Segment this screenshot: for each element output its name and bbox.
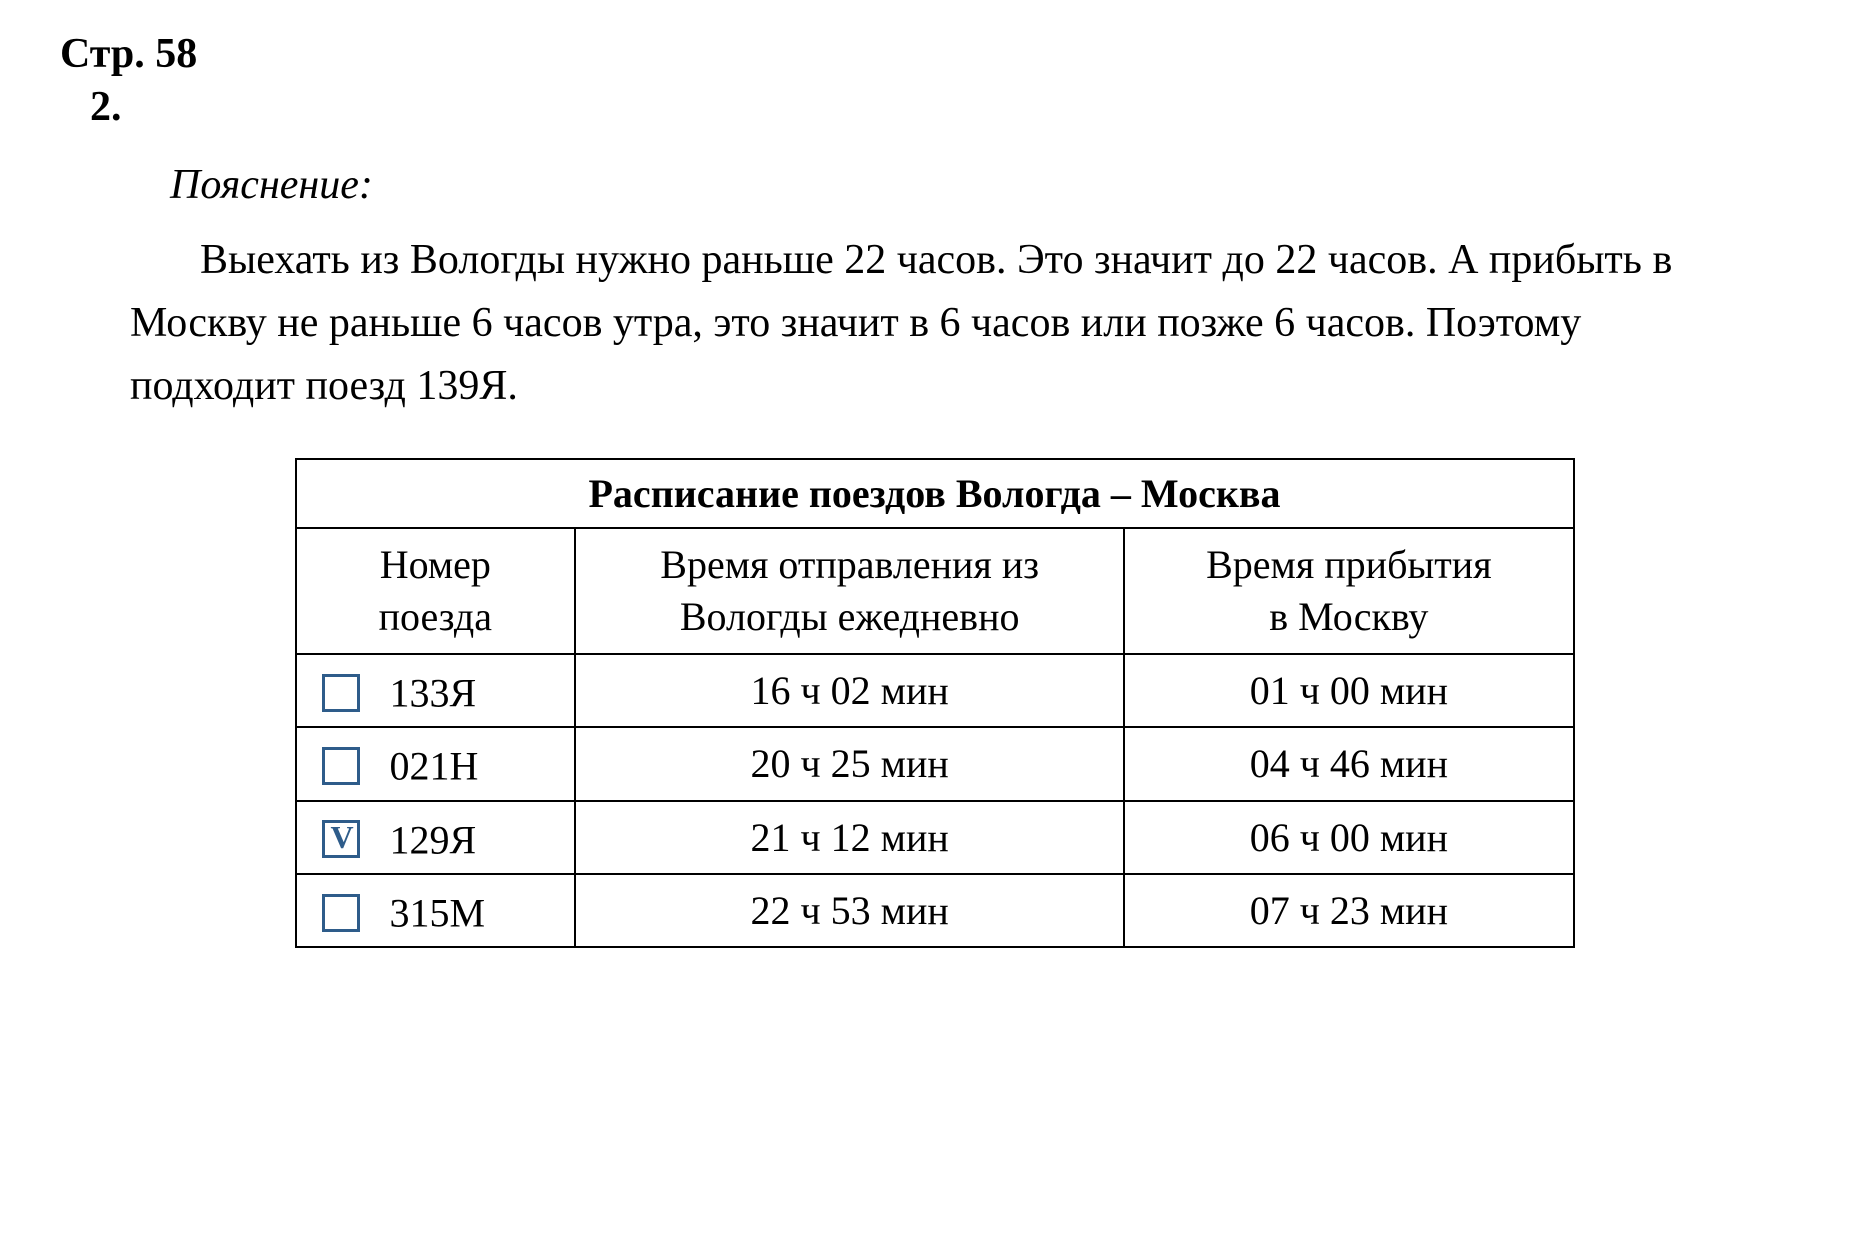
table-row: 315М 22 ч 53 мин 07 ч 23 мин [296, 874, 1574, 947]
column-header-departure: Время отправления из Вологды ежедневно [575, 528, 1124, 654]
departure-cell: 16 ч 02 мин [575, 654, 1124, 727]
col3-line2: в Москву [1269, 594, 1428, 639]
col1-line2: поезда [379, 594, 492, 639]
explanation-text: Выехать из Вологды нужно раньше 22 часов… [130, 229, 1749, 418]
table-title: Расписание поездов Вологда – Москва [296, 459, 1574, 528]
col3-line1: Время прибытия [1206, 542, 1491, 587]
train-number: 133Я [390, 670, 477, 715]
page-reference: Стр. 58 [60, 30, 1809, 78]
table-row: 133Я 16 ч 02 мин 01 ч 00 мин [296, 654, 1574, 727]
explanation-label: Пояснение: [170, 161, 1809, 209]
departure-cell: 20 ч 25 мин [575, 727, 1124, 800]
table-row: 021Н 20 ч 25 мин 04 ч 46 мин [296, 727, 1574, 800]
departure-cell: 21 ч 12 мин [575, 801, 1124, 874]
checkbox-icon [322, 894, 360, 932]
arrival-cell: 01 ч 00 мин [1124, 654, 1573, 727]
train-number: 315М [390, 890, 486, 935]
checkbox-icon-checked [322, 820, 360, 858]
arrival-cell: 07 ч 23 мин [1124, 874, 1573, 947]
col2-line2: Вологды ежедневно [680, 594, 1020, 639]
exercise-number: 2. [90, 83, 1809, 131]
schedule-table: Расписание поездов Вологда – Москва Номе… [295, 458, 1575, 948]
train-cell: 133Я [296, 654, 576, 727]
train-number: 021Н [390, 744, 479, 789]
col1-line1: Номер [380, 542, 491, 587]
arrival-cell: 04 ч 46 мин [1124, 727, 1573, 800]
column-header-train: Номер поезда [296, 528, 576, 654]
train-number: 129Я [390, 817, 477, 862]
train-cell: 315М [296, 874, 576, 947]
arrival-cell: 06 ч 00 мин [1124, 801, 1573, 874]
column-header-arrival: Время прибытия в Москву [1124, 528, 1573, 654]
checkbox-icon [322, 674, 360, 712]
table-container: Расписание поездов Вологда – Москва Номе… [60, 458, 1809, 948]
explanation-content: Выехать из Вологды нужно раньше 22 часов… [130, 237, 1672, 409]
checkbox-icon [322, 747, 360, 785]
train-cell: 129Я [296, 801, 576, 874]
table-row: 129Я 21 ч 12 мин 06 ч 00 мин [296, 801, 1574, 874]
departure-cell: 22 ч 53 мин [575, 874, 1124, 947]
train-cell: 021Н [296, 727, 576, 800]
col2-line1: Время отправления из [660, 542, 1039, 587]
